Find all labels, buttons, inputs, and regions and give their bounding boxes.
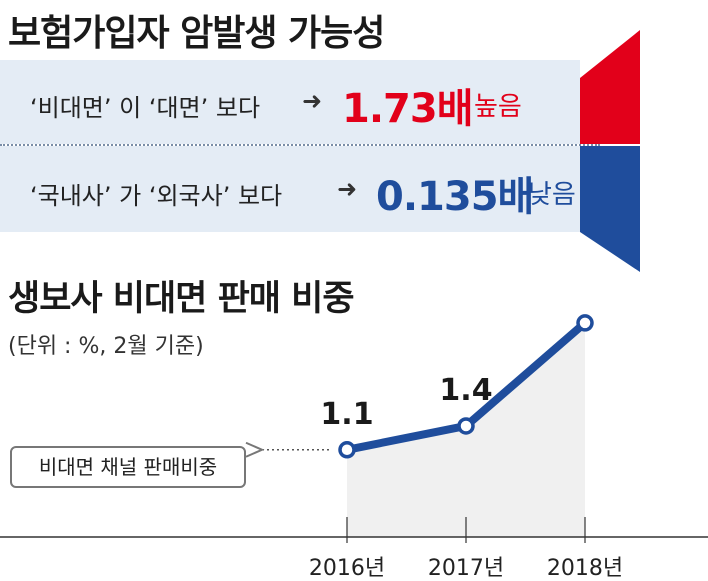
x-tick-label: 2016년	[309, 556, 385, 581]
x-tick-label: 2017년	[428, 556, 504, 581]
callout-pointer	[245, 441, 265, 458]
chart-title: 생보사 비대면 판매 비중	[8, 279, 355, 319]
right-arrow-icon: ➜	[302, 87, 323, 115]
comparison-row-bg-1	[0, 60, 580, 144]
down-arrow-icon	[580, 146, 640, 272]
series-callout-label: 비대면 채널 판매비중	[38, 455, 218, 479]
comparison-result-2: 낮음	[528, 180, 576, 210]
comparison-result-1: 높음	[474, 92, 522, 122]
right-arrow-icon: ➜	[337, 175, 358, 203]
up-arrow-icon	[580, 30, 640, 144]
comparison-phrase-2: ‘국내사’ 가 ‘외국사’ 보다	[30, 182, 283, 210]
comparison-phrase-1: ‘비대면’ 이 ‘대면’ 보다	[30, 94, 261, 122]
main-title: 보험가입자 암발생 가능성	[8, 13, 385, 54]
data-point	[457, 417, 475, 435]
comparison-factor-2: 0.135배	[376, 174, 534, 220]
data-label: 1.1	[320, 397, 373, 432]
x-tick-label: 2018년	[547, 556, 623, 581]
comparison-arrows	[580, 30, 640, 272]
comparison-factor-1: 1.73배	[342, 86, 473, 132]
line-chart: 2016년 2017년 2018년 1.1 1.4 2.7	[0, 300, 708, 581]
comparison-row-bg-2	[0, 146, 580, 232]
data-point	[338, 441, 356, 459]
data-point	[576, 314, 594, 332]
series-callout: 비대면 채널 판매비중	[10, 446, 246, 488]
data-label: 2.7	[558, 300, 611, 305]
unit-note: (단위 : %, 2월 기준)	[8, 334, 204, 359]
comparison-divider	[0, 144, 600, 146]
data-label: 1.4	[439, 373, 492, 408]
